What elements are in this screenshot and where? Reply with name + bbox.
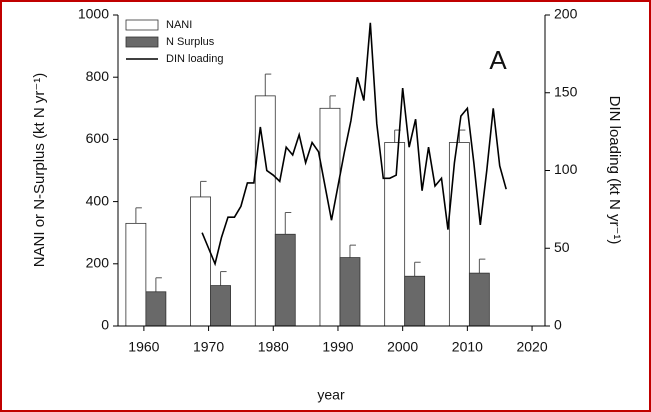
y-tick-label: 200 <box>86 255 110 271</box>
panel-label: A <box>489 45 507 75</box>
bar <box>320 108 340 326</box>
y2-tick-label: 50 <box>554 239 570 255</box>
y2-tick-label: 200 <box>554 6 578 22</box>
bar <box>275 234 295 326</box>
bar <box>469 273 489 326</box>
x-axis-label: year <box>317 387 345 403</box>
x-tick-label: 2020 <box>516 339 547 355</box>
legend-swatch <box>126 37 158 47</box>
y2-tick-label: 150 <box>554 83 578 99</box>
bar <box>405 276 425 326</box>
x-tick-label: 1980 <box>258 339 289 355</box>
y-tick-label: 400 <box>86 192 110 208</box>
legend-label: DIN loading <box>166 53 223 65</box>
legend-label: N Surplus <box>166 36 215 48</box>
bar <box>255 96 275 326</box>
y-tick-label: 0 <box>101 317 109 333</box>
x-tick-label: 1960 <box>128 339 159 355</box>
bar <box>449 143 469 326</box>
bar <box>126 223 146 326</box>
y-tick-label: 600 <box>86 130 110 146</box>
y2-tick-label: 100 <box>554 161 578 177</box>
x-tick-label: 2010 <box>452 339 483 355</box>
bar <box>146 292 166 326</box>
y-axis-label: NANI or N-Surplus (kt N yr⁻¹) <box>31 73 48 268</box>
y2-tick-label: 0 <box>554 317 562 333</box>
bar <box>385 143 405 326</box>
bar <box>211 286 231 326</box>
y-tick-label: 800 <box>86 68 110 84</box>
legend-label: NANI <box>166 19 192 31</box>
y-tick-label: 1000 <box>78 6 109 22</box>
y2-axis-label: DIN loading (kt N yr⁻¹) <box>606 96 623 245</box>
bar <box>191 197 211 326</box>
x-tick-label: 1990 <box>322 339 353 355</box>
legend-swatch <box>126 20 158 30</box>
x-tick-label: 2000 <box>387 339 418 355</box>
chart: A year NANI or N-Surplus (kt N yr⁻¹) DIN… <box>0 0 651 412</box>
x-tick-label: 1970 <box>193 339 224 355</box>
bar <box>340 258 360 326</box>
